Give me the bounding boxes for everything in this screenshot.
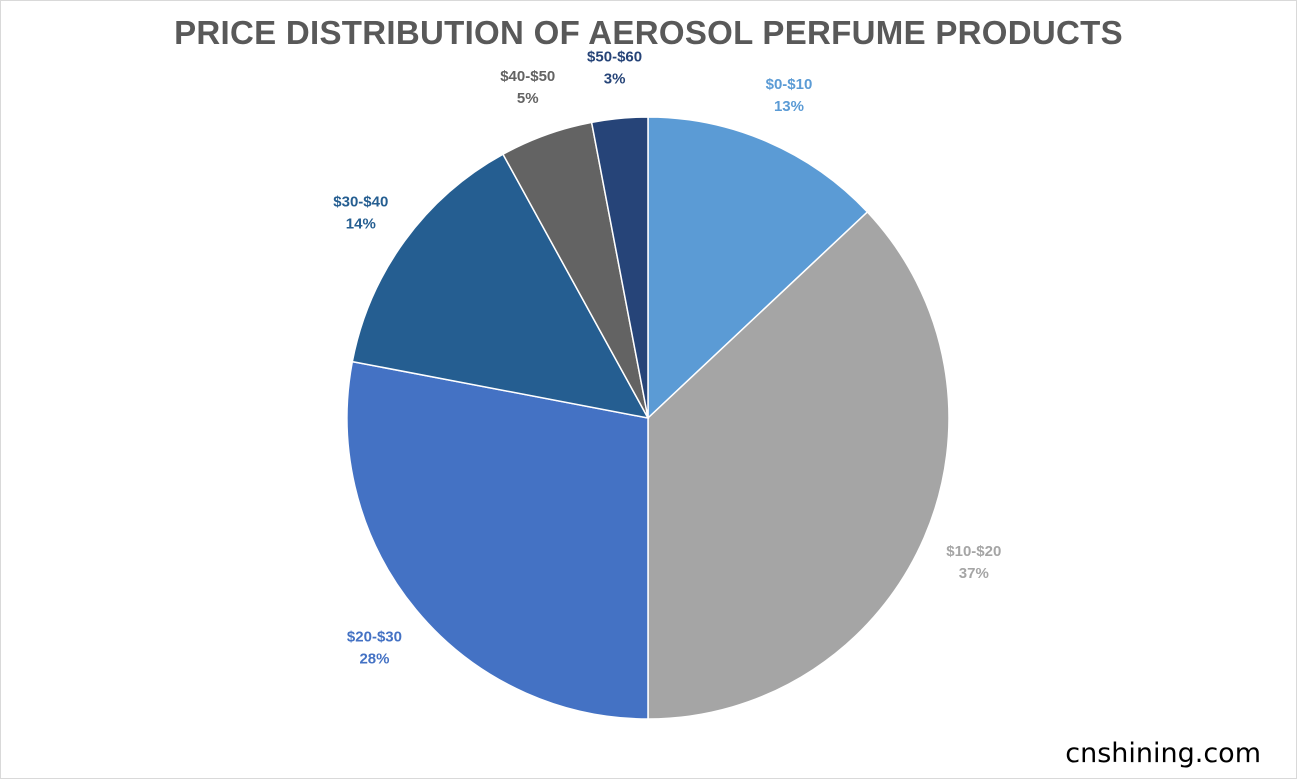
pie-slice-30-40 xyxy=(351,153,650,420)
pie-slice-0-10 xyxy=(647,116,869,420)
percent-label: 37% xyxy=(959,565,989,582)
pie-slice-20-30 xyxy=(346,360,649,720)
category-label: $0-$10 xyxy=(766,76,813,93)
data-label-30-40: $30-$40 14% xyxy=(333,193,388,232)
data-label-20-30: $20-$30 28% xyxy=(347,628,402,667)
category-label: $50-$60 xyxy=(587,49,642,66)
data-label-10-20: $10-$20 37% xyxy=(946,543,1001,582)
percent-label: 5% xyxy=(517,90,539,107)
category-label: $40-$50 xyxy=(500,68,555,85)
pie-slice-10-20 xyxy=(647,210,950,720)
data-label-50-60: $50-$60 3% xyxy=(587,49,642,88)
pie-slice-50-60 xyxy=(590,116,649,419)
watermark: cnshining.com xyxy=(1065,738,1261,769)
chart-title: PRICE DISTRIBUTION OF AEROSOL PERFUME PR… xyxy=(174,14,1123,51)
category-label: $10-$20 xyxy=(946,543,1001,560)
percent-label: 28% xyxy=(359,650,389,667)
category-label: $20-$30 xyxy=(347,628,402,645)
category-label: $30-$40 xyxy=(333,193,388,210)
percent-label: 14% xyxy=(346,215,376,232)
data-label-40-50: $40-$50 5% xyxy=(500,68,555,107)
data-label-0-10: $0-$10 13% xyxy=(766,76,813,115)
pie-slices xyxy=(346,116,950,720)
percent-label: 13% xyxy=(774,98,804,115)
pie-labels: $0-$10 13%$10-$20 37%$20-$30 28%$30-$40 14%$… xyxy=(333,49,1001,668)
percent-label: 3% xyxy=(604,71,626,88)
